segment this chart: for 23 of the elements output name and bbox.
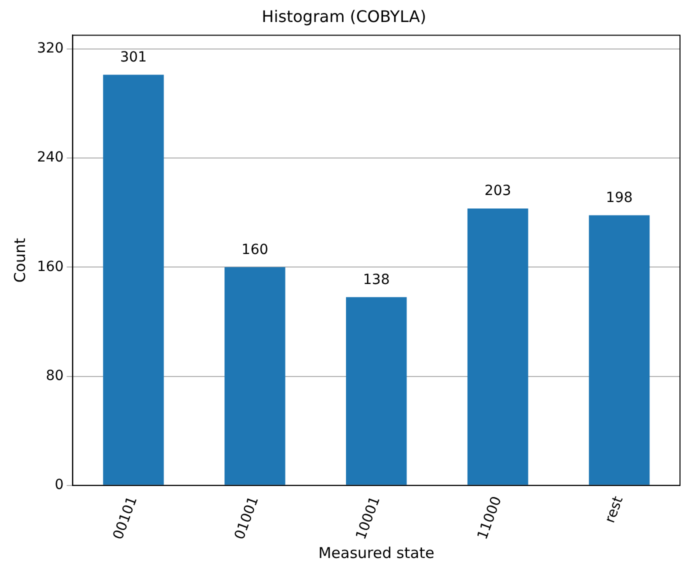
x-tick-label: 11000 (474, 494, 505, 542)
x-tick-label: 01001 (232, 494, 262, 542)
x-tick-label: 00101 (110, 494, 141, 542)
y-tick-label: 320 (36, 40, 64, 56)
data-label: 198 (606, 190, 633, 206)
chart-title: Histogram (COBYLA) (262, 6, 426, 26)
bar (224, 267, 286, 485)
bar (346, 297, 407, 485)
y-axis-title: Count (10, 238, 29, 283)
bar (588, 215, 650, 485)
y-tick-label: 160 (36, 258, 64, 275)
data-label: 203 (484, 183, 512, 200)
y-tick-label: 240 (36, 150, 64, 166)
y-tick-label: 80 (46, 368, 64, 384)
x-axis-title: Measured state (318, 544, 434, 562)
x-tick-label: 10001 (353, 494, 384, 542)
y-tick-label: 0 (54, 477, 64, 494)
data-label: 301 (120, 49, 147, 66)
data-label: 138 (362, 272, 390, 288)
bar (103, 74, 164, 485)
data-label: 160 (242, 242, 268, 258)
bar (467, 208, 528, 485)
x-tick-label: rest (602, 494, 627, 526)
